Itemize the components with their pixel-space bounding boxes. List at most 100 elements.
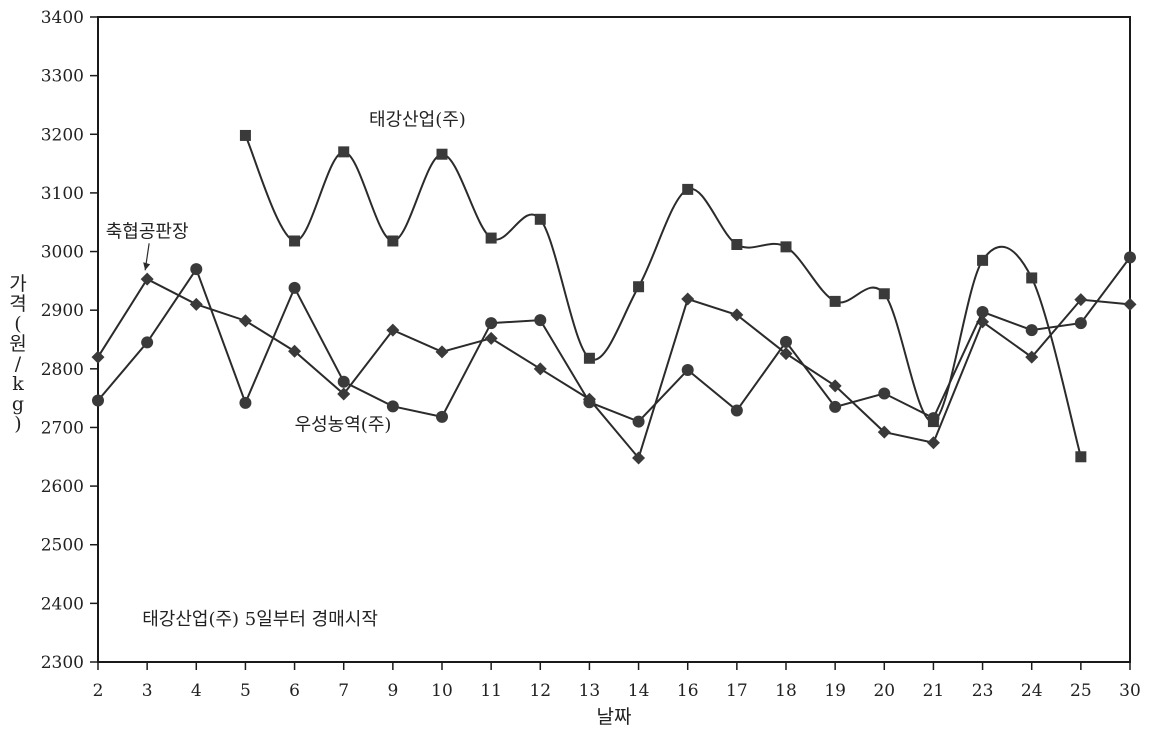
series-2-point: [91, 350, 105, 364]
x-tick-label: 4: [191, 681, 202, 701]
x-tick-label: 11: [480, 681, 502, 701]
series-1-point: [1026, 272, 1038, 284]
series-3-point: [1025, 324, 1038, 337]
series-3-point: [141, 336, 154, 349]
series-2-point: [386, 323, 400, 337]
x-tick-label: 19: [824, 681, 846, 701]
series-1-point: [829, 295, 841, 307]
y-tick-label: 3000: [41, 243, 84, 263]
series-2-point: [238, 314, 252, 328]
series-3-point: [632, 415, 645, 428]
series-1-point: [534, 213, 546, 225]
series-2-point: [435, 345, 449, 359]
plot-frame: [97, 16, 1131, 663]
series-2-point: [1074, 293, 1088, 307]
annotation-arrow-head: [143, 262, 151, 271]
series-3-point: [927, 412, 940, 425]
series-2-point: [1123, 297, 1137, 311]
series-2-point: [779, 347, 793, 361]
series-3-point: [288, 281, 301, 294]
series-1-point: [485, 232, 497, 244]
x-tick-label: 21: [923, 681, 945, 701]
y-tick-label: 2900: [41, 301, 84, 321]
series-1-point: [878, 288, 890, 300]
series-2-point: [926, 436, 940, 450]
series-3-point: [829, 400, 842, 413]
x-axis: 2 3 4 5 6 7 9 10 11 12 13 14 16 17 18 19 20 21 23 24 25 30: [93, 662, 1141, 701]
series-2-point: [533, 362, 547, 376]
x-tick-label: 30: [1119, 681, 1141, 701]
series-2-point: [288, 344, 302, 358]
y-tick-label: 3200: [41, 125, 84, 145]
y-tick-label: 2800: [41, 360, 84, 380]
x-tick-label: 12: [529, 681, 551, 701]
series-1-point: [583, 352, 595, 364]
series-3-point: [92, 394, 104, 407]
series-2-point: [877, 425, 891, 439]
series-3-point: [681, 363, 694, 376]
series-2-point: [337, 387, 351, 401]
series-1-point: [239, 129, 251, 141]
series-3-point: [239, 396, 252, 409]
y-tick-label: 2500: [41, 536, 84, 556]
x-tick-label: 7: [338, 681, 349, 701]
y-axis-title: 가 격(원 / k g): [9, 273, 26, 435]
y-tick-label: 2400: [41, 594, 84, 614]
series-3-point: [436, 410, 448, 423]
series-3-point: [190, 263, 203, 276]
annotation-label: 축협공판장: [106, 221, 189, 242]
x-axis-title: 날짜: [597, 706, 632, 728]
series-2-point: [189, 297, 203, 311]
x-tick-label: 20: [873, 681, 895, 701]
series-3-line: [97, 256, 1131, 423]
x-tick-label: 2: [93, 681, 104, 701]
y-axis: 2300 2400 2500 2600 2700 2800 2900 3000 3100 3200…: [41, 8, 98, 673]
x-tick-label: 13: [579, 681, 601, 701]
series-layer: [91, 129, 1137, 465]
annotation-label: 우성농역(주): [295, 414, 392, 435]
x-tick-label: 10: [431, 681, 453, 701]
series-2-point: [1025, 350, 1039, 364]
series-2-point: [681, 292, 695, 306]
series-3-point: [730, 404, 743, 417]
y-tick-label: 3100: [41, 184, 84, 204]
x-tick-label: 6: [289, 681, 300, 701]
series-2-point: [730, 308, 744, 322]
series-2-point: [140, 272, 154, 286]
series-3-point: [583, 396, 596, 409]
series-2-line: [97, 277, 1131, 460]
series-2-point: [828, 379, 842, 393]
series-2-point: [484, 331, 498, 345]
series-3-point: [337, 375, 350, 388]
series-1-point: [1075, 451, 1087, 463]
y-tick-label: 2700: [41, 418, 84, 438]
series-1-point: [977, 254, 989, 266]
series-1-point: [780, 241, 792, 253]
annotation-label: 태강산업(주) 5일부터 경매시작: [142, 609, 378, 630]
x-tick-label: 23: [972, 681, 994, 701]
series-2-point: [632, 451, 646, 465]
series-1-point: [387, 235, 399, 247]
y-tick-label: 2300: [41, 653, 84, 673]
series-1-point: [436, 148, 448, 160]
series-3-point: [976, 305, 989, 318]
series-1-point: [731, 239, 743, 251]
series-3-point: [878, 387, 891, 400]
y-tick-label: 3300: [41, 67, 84, 87]
series-3-point: [1124, 251, 1136, 264]
series-3-point: [534, 314, 547, 327]
x-tick-label: 14: [628, 681, 650, 701]
x-tick-label: 24: [1021, 681, 1043, 701]
series-3-point: [386, 400, 399, 413]
x-tick-label: 3: [142, 681, 153, 701]
series-1-point: [682, 183, 694, 195]
y-tick-label: 2600: [41, 477, 84, 497]
annotation-label: 태강산업(주): [369, 109, 466, 130]
series-3-point: [780, 335, 792, 348]
x-tick-label: 9: [387, 681, 398, 701]
x-tick-label: 18: [775, 681, 797, 701]
series-1-point: [289, 235, 301, 247]
y-tick-label: 3400: [41, 8, 84, 28]
